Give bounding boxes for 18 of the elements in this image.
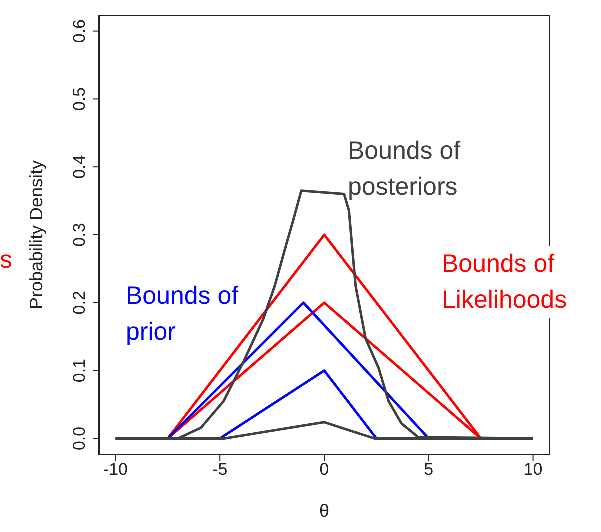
y-tick-label: 0.2 <box>70 291 89 315</box>
y-tick-label: 0.0 <box>70 426 89 451</box>
x-tick-label: 5 <box>424 460 434 480</box>
x-tick-label: 10 <box>524 460 543 480</box>
series-label: Bounds of prior <box>126 281 239 348</box>
x-tick-label: -10 <box>103 460 128 480</box>
x-axis-title: θ <box>319 501 330 521</box>
y-tick-label: 0.1 <box>70 358 89 383</box>
series-label: Bounds of Likelihoods <box>442 246 568 318</box>
y-axis-title: Probability Density <box>26 160 46 310</box>
y-tick-label: 0.3 <box>70 223 89 247</box>
x-tick-label: -5 <box>212 460 228 480</box>
y-tick-label: 0.6 <box>70 19 89 44</box>
series-label: Bounds of posteriors <box>348 136 461 203</box>
y-tick-label: 0.5 <box>70 87 89 112</box>
text: s <box>0 246 12 275</box>
y-tick-label: 0.4 <box>70 155 89 179</box>
x-tick-label: 0 <box>320 460 330 480</box>
